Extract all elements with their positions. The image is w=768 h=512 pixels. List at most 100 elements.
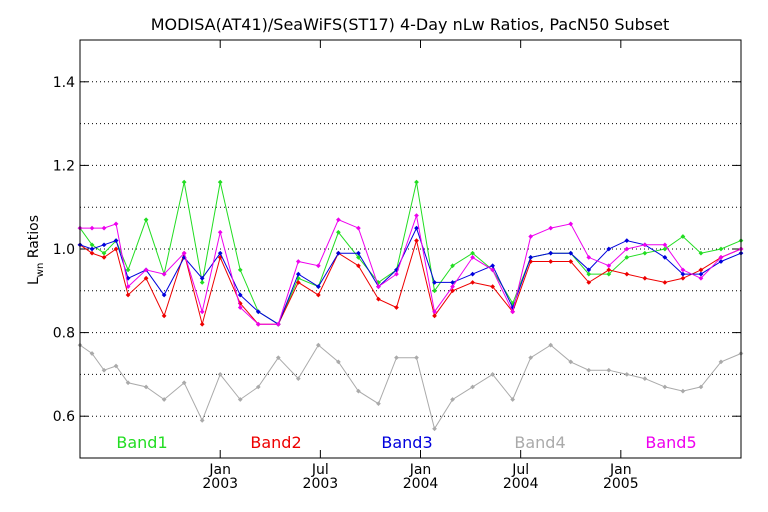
data-point [606,367,612,373]
data-point [624,271,630,277]
data-point [586,254,592,260]
data-point [143,384,149,390]
data-point [125,292,131,298]
data-point [336,250,341,256]
data-point [89,250,95,256]
data-point [199,418,205,423]
data-point [470,271,475,277]
chart-title: MODISA(AT41)/SeaWiFS(ST17) 4-Day nLw Rat… [151,15,670,34]
data-point [295,280,301,285]
data-point [548,250,554,256]
data-point [101,250,107,256]
axis-layer: 0.60.81.01.21.4Jan2003Jul2003Jan2004Jul2… [53,40,741,492]
data-point [255,321,261,327]
data-point [181,250,187,256]
data-point [528,234,534,239]
y-tick-label: 0.8 [53,326,75,342]
data-point [548,225,554,231]
y-tick-label: 0.6 [53,409,75,425]
data-point [718,359,724,365]
y-axis-label-rest: Ratios [26,215,42,263]
data-point [548,259,554,264]
data-point [237,397,243,402]
data-point [606,246,612,252]
x-tick-label-year: 2004 [503,476,539,492]
data-point [606,263,612,269]
data-point [336,229,341,235]
x-tick-label-year: 2004 [403,476,439,492]
data-point [237,292,243,298]
data-point [662,246,668,252]
data-point [662,384,668,390]
data-point [199,280,205,285]
data-point [586,367,592,373]
data-point [680,275,686,281]
data-point [125,267,131,273]
data-point [698,275,704,281]
data-point [432,280,437,285]
legend-label-band5: Band5 [645,433,696,452]
data-point [161,292,167,298]
data-point [356,254,361,260]
data-point [295,259,301,264]
data-point [181,179,187,185]
data-point [510,397,516,402]
data-point [432,309,437,315]
data-point [680,271,686,277]
y-tick-label: 1.0 [53,242,75,258]
data-point [376,296,381,302]
data-point [181,380,187,386]
data-point [450,284,455,289]
data-point [680,267,686,273]
legend-label-band2: Band2 [250,433,301,452]
data-point [414,179,419,185]
data-point [586,267,592,273]
data-point [568,359,574,365]
data-point [89,246,95,252]
data-point [510,309,516,315]
data-point [113,246,119,252]
data-point [161,313,167,319]
series-layer [77,179,744,432]
y-axis-label: Lwn Ratios [26,215,46,285]
data-point [680,234,686,239]
data-point [718,254,724,260]
data-point [698,384,704,390]
data-point [414,213,419,218]
legend-label-band3: Band3 [381,433,432,452]
data-point [356,250,361,256]
data-point [414,225,419,231]
data-point [698,267,704,273]
legend-label-band4: Band4 [514,433,565,452]
data-point [586,271,592,277]
data-point [490,267,495,273]
y-tick-label: 1.4 [53,75,75,91]
data-point [161,271,167,277]
data-point [432,313,437,319]
data-point [394,271,399,277]
series-band2 [77,238,744,327]
data-point [450,280,455,285]
data-point [113,238,119,244]
x-tick-label-month: Jul [511,462,529,478]
data-point [470,254,475,260]
data-point [490,263,495,269]
x-tick-label-month: Jul [311,462,329,478]
data-point [199,275,205,281]
data-point [255,384,261,390]
data-point [101,367,107,373]
data-point [237,305,243,310]
data-point [624,246,630,252]
data-point [642,250,648,256]
data-point [89,242,95,248]
x-tick-label-year: 2003 [303,476,339,492]
data-point [680,388,686,394]
data-point [376,284,381,289]
y-axis-label-sub: wn [35,263,46,278]
series-line-band4 [79,344,742,430]
data-point [606,267,612,273]
data-point [101,225,107,231]
data-point [548,342,554,348]
data-point [143,217,149,223]
